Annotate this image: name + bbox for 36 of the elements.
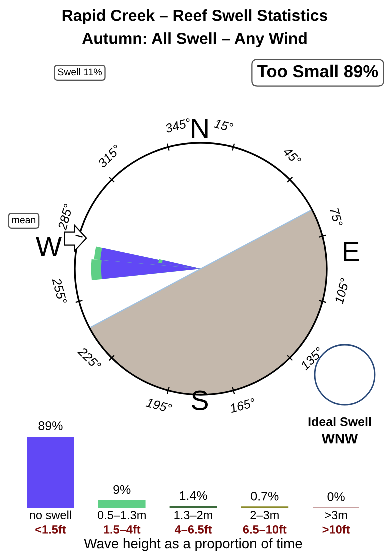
data-label: 0% <box>328 492 345 502</box>
text: N <box>192 119 208 138</box>
text: Rapid Creek – Reef Swell Statistics <box>62 10 328 24</box>
text: 75° <box>330 208 344 228</box>
text: 165° <box>230 398 256 414</box>
text: mean <box>12 218 36 224</box>
text: W <box>36 237 62 256</box>
text: 345° <box>164 118 192 134</box>
data-label: 0.7% <box>251 492 279 501</box>
data-label: 89% <box>38 422 63 430</box>
text: 45° <box>282 146 302 166</box>
text: 15° <box>214 119 234 132</box>
x-tick-label: 1.3–2m <box>174 511 212 520</box>
text: Too Small 89% <box>258 64 378 78</box>
data-label: 9% <box>114 485 131 494</box>
text: >10ft <box>322 525 350 534</box>
x-tick-label: 0.5–1.3m <box>98 511 146 520</box>
text: <1.5ft <box>36 525 66 534</box>
text: 225° <box>78 346 102 371</box>
x-tick-label: no swell <box>30 510 72 520</box>
text: 285° <box>58 204 74 231</box>
text: 105° <box>334 278 350 305</box>
text: E <box>344 242 360 262</box>
text: 4–6.5ft <box>174 525 212 534</box>
annotation: WNW <box>322 434 358 444</box>
x-axis-title: Wave height as a proportion of time <box>84 538 302 552</box>
text: 1.5–4ft <box>104 525 141 534</box>
text: Ideal Swell <box>308 417 372 426</box>
text: 255° <box>52 278 68 305</box>
data-label: 1.4% <box>180 491 208 500</box>
text: 195° <box>146 398 173 414</box>
x-tick-label: >3m <box>325 511 348 520</box>
text: Autumn: All Swell – Any Wind <box>82 32 307 48</box>
text: 6.5–10ft <box>243 525 287 534</box>
x-tick-label: 2–3m <box>250 511 279 520</box>
text: Swell 11% <box>58 68 102 76</box>
